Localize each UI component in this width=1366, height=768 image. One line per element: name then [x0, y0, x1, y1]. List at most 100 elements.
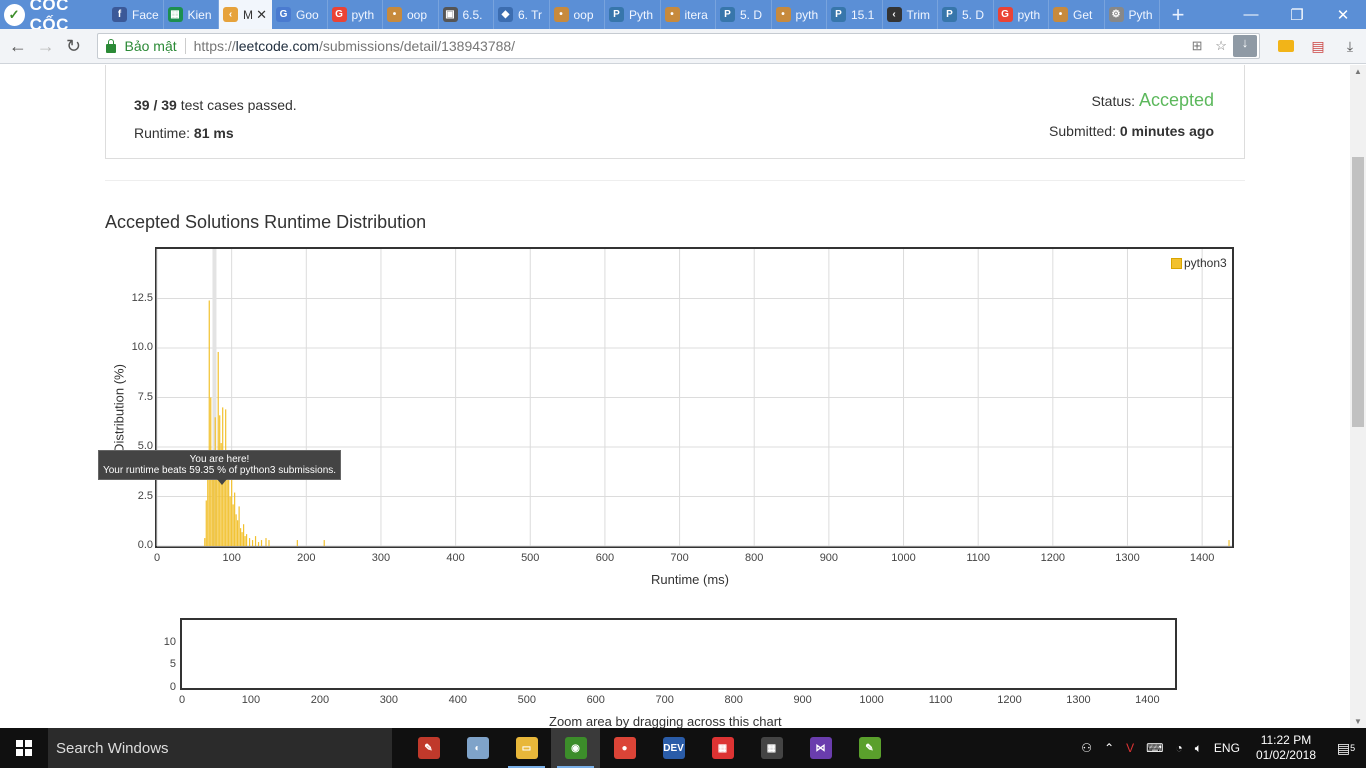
zoom-navigator-chart[interactable]: [180, 618, 1177, 690]
distribution-bar: [237, 520, 239, 546]
url-bar[interactable]: Bảo mật https://leetcode.com/submissions…: [97, 33, 1261, 59]
forward-icon[interactable]: →: [36, 35, 55, 56]
clock[interactable]: 11:22 PM 01/02/2018: [1246, 733, 1326, 763]
taskbar-app[interactable]: DEV: [649, 728, 698, 768]
network-icon[interactable]: ◔: [1175, 741, 1183, 755]
tab-label: 5. D: [740, 7, 763, 22]
taskbar-app[interactable]: ▦: [698, 728, 747, 768]
tab-favicon-icon: f: [112, 7, 127, 22]
distribution-bar: [235, 514, 237, 546]
x-tick-label: 0: [153, 552, 161, 564]
tab-favicon-icon: ⚙: [1108, 7, 1124, 22]
adblock-extension-icon[interactable]: [1270, 40, 1302, 52]
taskbar-app[interactable]: ✎: [845, 728, 894, 768]
submitted-value: 0 minutes ago: [1119, 123, 1214, 139]
taskbar-app[interactable]: ✎: [404, 728, 453, 768]
scrollbar-thumb[interactable]: [1352, 157, 1364, 427]
back-icon[interactable]: ←: [8, 35, 27, 56]
you-are-here-tooltip: You are here! Your runtime beats 59.35 %…: [98, 450, 341, 485]
taskbar-app[interactable]: ▭: [502, 728, 551, 768]
taskbar-app[interactable]: ◐: [453, 728, 502, 768]
taskbar-app[interactable]: ▦: [747, 728, 796, 768]
browser-tab[interactable]: • itera: [661, 0, 716, 29]
url-text[interactable]: https://leetcode.com/submissions/detail/…: [194, 38, 515, 54]
taskbar-search[interactable]: Search Windows: [48, 728, 392, 768]
browser-tab[interactable]: P 5. D: [938, 0, 994, 29]
browser-tab[interactable]: ▣ 6.5.: [439, 0, 494, 29]
apps-grid-icon: ▦: [711, 737, 734, 759]
x-tick-label: 300: [371, 552, 391, 564]
taskbar-app[interactable]: ◉: [551, 728, 600, 768]
volume-icon[interactable]: 🔈︎: [1194, 740, 1202, 755]
translate-icon[interactable]: ⊞: [1191, 38, 1203, 53]
x-tick-label: 700: [670, 552, 689, 564]
browser-tab[interactable]: • oop: [550, 0, 605, 29]
taskbar-app[interactable]: ⋈: [796, 728, 845, 768]
scroll-down-icon[interactable]: ▼: [1354, 717, 1362, 726]
tab-label: pyth: [795, 7, 819, 22]
browser-tab[interactable]: ‹ Trim: [883, 0, 938, 29]
downloads-icon[interactable]: ⤓: [1346, 37, 1354, 54]
browser-tab[interactable]: P 15.1: [827, 0, 883, 29]
x-tick-label: 500: [521, 552, 540, 564]
runtime-value: 81 ms: [193, 125, 234, 141]
tab-label: 5. D: [962, 7, 985, 22]
distribution-bar: [211, 456, 213, 546]
x-tick-label: 600: [595, 552, 615, 564]
status-label: Status:: [1091, 93, 1136, 109]
distribution-bar: [243, 524, 245, 546]
page-scrollbar[interactable]: ▲ ▼: [1350, 65, 1366, 728]
people-icon[interactable]: ⚇: [1081, 741, 1093, 755]
new-tab-button[interactable]: +: [1171, 1, 1185, 27]
nav-x-tick-label: 1200: [997, 694, 1022, 706]
tab-label: Pyth: [629, 7, 654, 22]
download-page-icon[interactable]: ↓: [1233, 35, 1258, 57]
tab-label: 6. Tr: [518, 7, 543, 22]
notification-center-icon[interactable]: ▤ 5: [1336, 739, 1356, 756]
browser-tab[interactable]: ◆ 6. Tr: [494, 0, 550, 29]
browser-tab[interactable]: ▦ Kien: [164, 0, 219, 29]
distribution-bar: [251, 540, 254, 546]
browser-tab[interactable]: ‹ M ✕: [219, 0, 272, 29]
reload-icon[interactable]: ↻: [66, 35, 82, 56]
distribution-bar: [260, 540, 263, 546]
devcpp-icon: DEV: [662, 737, 685, 759]
coccoc-icon: ◉: [564, 737, 587, 759]
distribution-bar: [254, 536, 257, 546]
ime-icon[interactable]: ⌨: [1146, 741, 1164, 755]
status-accepted-badge[interactable]: Accepted: [1138, 90, 1214, 110]
nav-x-tick-label: 100: [241, 694, 261, 706]
browser-tab[interactable]: • oop: [383, 0, 439, 29]
savior-extension-icon[interactable]: ▤: [1311, 37, 1325, 54]
taskbar-app[interactable]: ●: [600, 728, 649, 768]
language-indicator[interactable]: ENG: [1213, 741, 1240, 755]
restore-icon[interactable]: ❐: [1290, 6, 1304, 24]
unikey-icon[interactable]: V: [1126, 741, 1135, 755]
browser-tab[interactable]: f Face: [108, 0, 164, 29]
distribution-bar: [248, 538, 251, 546]
chart-legend[interactable]: python3: [1171, 256, 1227, 270]
minimize-icon[interactable]: —: [1243, 6, 1259, 23]
start-button[interactable]: [0, 728, 48, 768]
browser-tab[interactable]: P 5. D: [716, 0, 772, 29]
browser-tab[interactable]: • Get: [1049, 0, 1105, 29]
x-tick-label: 1100: [966, 552, 990, 564]
tray-expand-icon[interactable]: ⌃: [1104, 741, 1115, 755]
lock-icon: [106, 38, 117, 53]
scroll-up-icon[interactable]: ▲: [1354, 67, 1362, 76]
browser-tab[interactable]: G Goo: [272, 0, 328, 29]
tab-close-icon[interactable]: ✕: [256, 6, 267, 22]
browser-tab[interactable]: ⚙ Pyth: [1105, 0, 1160, 29]
tab-label: Trim: [906, 7, 931, 22]
tab-label: Kien: [187, 7, 212, 22]
browser-tab[interactable]: P Pyth: [605, 0, 661, 29]
x-tick-label: 1400: [1189, 552, 1215, 564]
bookmark-star-icon[interactable]: ☆: [1215, 38, 1227, 53]
close-window-icon[interactable]: ✕: [1336, 6, 1350, 24]
browser-brand[interactable]: ✓ CỐC CỐC: [0, 0, 108, 34]
browser-tab[interactable]: • pyth: [772, 0, 827, 29]
url-scheme: https://: [193, 38, 236, 54]
distribution-bar: [323, 540, 325, 546]
